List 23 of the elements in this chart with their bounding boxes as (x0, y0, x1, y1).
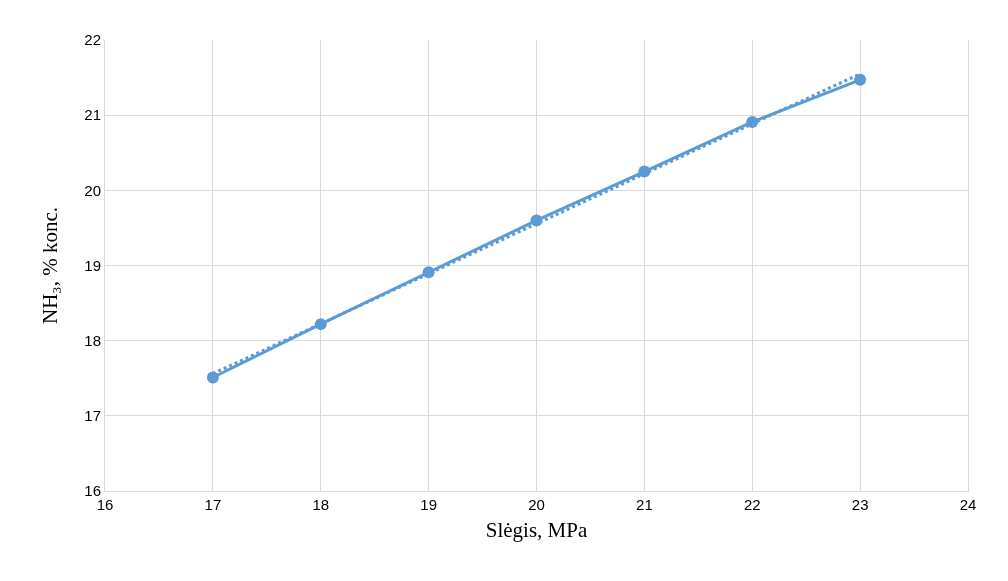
y-tick-label: 22 (84, 31, 101, 49)
y-tick-label: 18 (84, 331, 101, 349)
y-tick-label: 17 (84, 407, 101, 425)
x-tick-label: 20 (528, 496, 545, 513)
point (314, 318, 327, 331)
point (638, 165, 651, 178)
x-tick-label: 19 (420, 496, 437, 513)
y-axis-title: NH₃, % konc. (38, 207, 63, 324)
x-tick-label: 17 (204, 496, 222, 513)
y-tick-label: 20 (84, 181, 101, 199)
y-tick-label: 19 (84, 256, 101, 274)
point (422, 266, 435, 279)
x-tick-label: 18 (312, 496, 330, 513)
x-tick-label: 22 (743, 496, 761, 513)
point (854, 73, 867, 86)
point (530, 214, 543, 227)
x-tick-label: 23 (851, 496, 869, 513)
x-tick-label: 24 (959, 496, 977, 513)
point (746, 115, 759, 128)
y-tick-label: 21 (84, 106, 101, 124)
x-axis-title: Slėgis, MPa (485, 518, 588, 543)
x-tick-label: 21 (636, 496, 653, 513)
point (206, 371, 219, 384)
